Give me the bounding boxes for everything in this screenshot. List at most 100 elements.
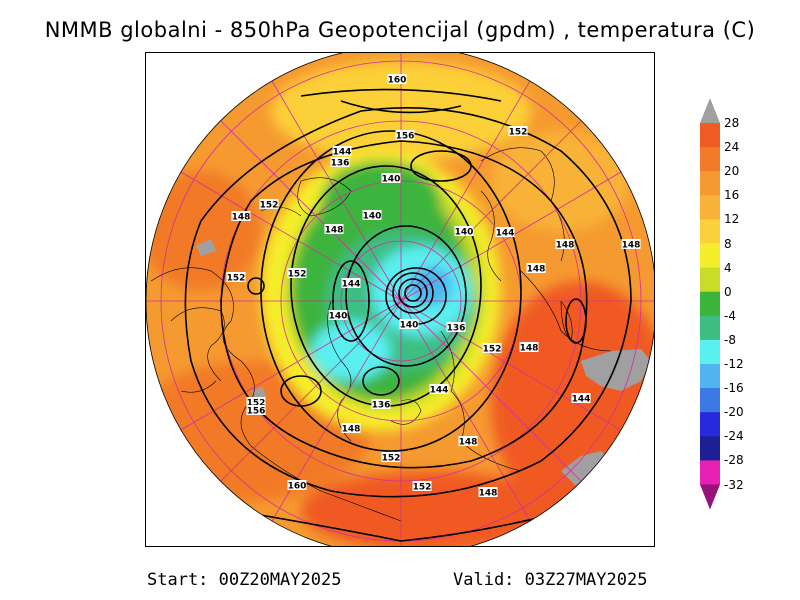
contour-label-text: 140 xyxy=(455,228,474,238)
contour-label: 156 xyxy=(246,405,266,417)
contour-label-text: 152 xyxy=(288,270,307,280)
contour-label: 148 xyxy=(324,224,344,236)
contour-label-text: 152 xyxy=(247,399,266,409)
colorbar-box xyxy=(700,412,720,437)
contour-label-text: 136 xyxy=(447,324,466,334)
contour-label-text: 156 xyxy=(247,407,266,417)
colorbar-label: -8 xyxy=(724,332,736,347)
contour-label: 152 xyxy=(412,481,432,493)
contour-label-text: 160 xyxy=(288,482,307,492)
contour-label: 148 xyxy=(231,211,251,223)
contour-label-text: 160 xyxy=(388,76,407,86)
contour-label-text: 144 xyxy=(572,395,591,405)
contour-label-text: 148 xyxy=(479,489,498,499)
contour-label: 140 xyxy=(399,319,419,331)
map-panel: 160 156 152 144 136 140 152 148 140 148 140 144 148 1… xyxy=(145,52,655,547)
contour-label: 152 xyxy=(246,397,266,409)
contour-label-text: 152 xyxy=(227,274,246,284)
colorbar-box xyxy=(700,171,720,196)
start-time: Start: 00Z20MAY2025 xyxy=(147,570,342,590)
contour-label-text: 152 xyxy=(260,201,279,211)
contour-label-text: 148 xyxy=(527,265,546,275)
contour-label-text: 144 xyxy=(333,148,352,158)
colorbar-label: 4 xyxy=(724,260,732,275)
contour-label-text: 148 xyxy=(232,213,251,223)
contour-label-text: 140 xyxy=(329,312,348,322)
contour-label: 152 xyxy=(287,268,307,280)
colorbar-label: 20 xyxy=(724,164,740,179)
contour-label: 160 xyxy=(387,74,407,86)
colorbar-box xyxy=(700,460,720,485)
contour-label-text: 148 xyxy=(622,241,641,251)
contour-label: 156 xyxy=(395,130,415,142)
contour-label: 144 xyxy=(571,393,591,405)
contour-label-text: 144 xyxy=(496,229,515,239)
contour-label-text: 152 xyxy=(509,128,528,138)
contour-label-text: 136 xyxy=(331,159,350,169)
colorbar-label: -12 xyxy=(724,357,744,371)
colorbar-box xyxy=(700,243,720,269)
contour-label: 148 xyxy=(519,342,539,354)
contour-label: 148 xyxy=(526,263,546,275)
colorbar-over-arrow xyxy=(700,98,720,123)
contour-label-text: 148 xyxy=(520,344,539,354)
colorbar-box xyxy=(700,436,720,461)
contour-label: 140 xyxy=(381,173,401,185)
contour-label: 152 xyxy=(226,272,246,284)
contour-label-text: 140 xyxy=(400,321,419,331)
colorbar-label: -28 xyxy=(724,453,744,468)
colorbar-box xyxy=(700,339,720,365)
colorbar-box xyxy=(700,388,720,413)
colorbar-label: 8 xyxy=(724,236,732,251)
colorbar-box xyxy=(700,364,720,389)
temperature-colorbar xyxy=(700,98,720,510)
colorbar-label: 0 xyxy=(724,284,732,299)
contour-label: 148 xyxy=(555,239,575,251)
contour-label-text: 136 xyxy=(372,401,391,411)
contour-label: 152 xyxy=(482,343,502,355)
contour-label-text: 156 xyxy=(396,132,415,142)
contour-label: 140 xyxy=(362,210,382,222)
contour-label: 144 xyxy=(429,384,449,396)
contour-label-text: 148 xyxy=(459,438,478,448)
contour-label: 144 xyxy=(332,146,352,158)
colorbar-box xyxy=(700,147,720,172)
contour-label-text: 140 xyxy=(363,212,382,222)
colorbar-box xyxy=(700,123,720,148)
colorbar-box xyxy=(700,315,720,341)
contour-label: 152 xyxy=(381,452,401,464)
contour-label: 144 xyxy=(495,227,515,239)
contour-label-text: 152 xyxy=(382,454,401,464)
contour-label: 140 xyxy=(328,310,348,322)
contour-label-text: 152 xyxy=(483,345,502,355)
contour-label: 144 xyxy=(341,278,361,290)
chart-title: NMMB globalni - 850hPa Geopotencijal (gp… xyxy=(44,18,756,42)
contour-label: 160 xyxy=(287,480,307,492)
contour-label-text: 152 xyxy=(413,483,432,493)
colorbar-label: -4 xyxy=(724,308,736,323)
colorbar-label: -32 xyxy=(724,477,744,492)
colorbar-label: -24 xyxy=(724,429,744,444)
contour-label: 140 xyxy=(454,226,474,238)
contour-label: 136 xyxy=(446,322,466,334)
contour-label-text: 148 xyxy=(342,425,361,435)
contour-label: 136 xyxy=(371,399,391,411)
contour-label-text: 148 xyxy=(325,226,344,236)
contour-label: 148 xyxy=(621,239,641,251)
colorbar-box xyxy=(700,267,720,293)
contour-label: 148 xyxy=(478,487,498,499)
contour-label: 148 xyxy=(341,423,361,435)
colorbar-box xyxy=(700,219,720,244)
colorbar-label: 16 xyxy=(724,188,740,203)
contour-label-text: 148 xyxy=(556,241,575,251)
contour-label: 136 xyxy=(330,157,350,169)
colorbar-label: 24 xyxy=(724,140,740,155)
contour-label: 152 xyxy=(508,126,528,138)
colorbar-label: 28 xyxy=(724,116,740,130)
contour-label: 148 xyxy=(458,436,478,448)
valid-time: Valid: 03Z27MAY2025 xyxy=(453,570,648,590)
contour-label-text: 144 xyxy=(430,386,449,396)
contour-label-text: 144 xyxy=(342,280,361,290)
